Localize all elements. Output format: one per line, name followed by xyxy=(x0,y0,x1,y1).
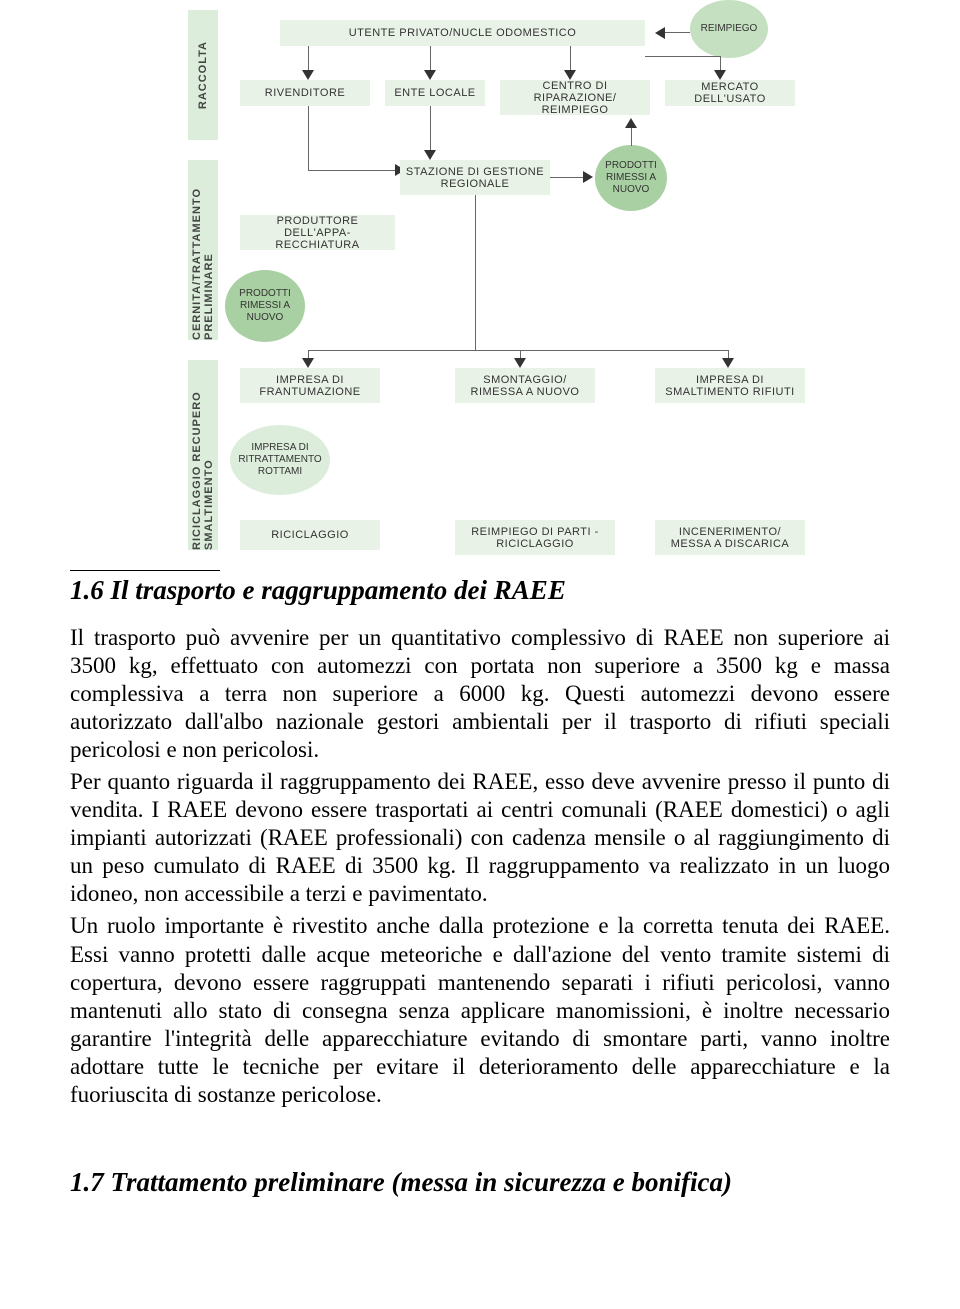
side-label-raccolta: RACCOLTA xyxy=(188,10,218,140)
paragraph-text: Un ruolo importante è rivestito anche da… xyxy=(70,913,890,1106)
text-content: 1.6 Il trasporto e raggruppamento dei RA… xyxy=(0,575,960,1256)
node-smaltimento: IMPRESA DI SMALTIMENTO RIFIUTI xyxy=(655,368,805,403)
node-ricicla: RICICLAGGIO xyxy=(240,520,380,550)
paragraph: Un ruolo importante è rivestito anche da… xyxy=(70,912,890,1108)
node-stazione: STAZIONE DI GESTIONE REGIONALE xyxy=(400,160,550,195)
node-produttore: PRODUTTORE DELL'APPA-RECCHIATURA xyxy=(240,215,395,250)
node-reimpiego: REIMPIEGO xyxy=(690,0,768,58)
heading-1-6: 1.6 Il trasporto e raggruppamento dei RA… xyxy=(70,575,890,606)
node-rottami: IMPRESA DI RITRATTAMENTO ROTTAMI xyxy=(230,425,330,495)
side-label-text: RACCOLTA xyxy=(197,41,209,109)
paragraph: Per quanto riguarda il raggruppamento de… xyxy=(70,768,890,908)
node-mercato: MERCATO DELL'USATO xyxy=(665,80,795,106)
node-smontaggio: SMONTAGGIO/ RIMESSA A NUOVO xyxy=(455,368,595,403)
node-frantumazione: IMPRESA DI FRANTUMAZIONE xyxy=(240,368,380,403)
node-rivenditore: RIVENDITORE xyxy=(240,80,370,106)
node-prodotti2: PRODOTTI RIMESSI A NUOVO xyxy=(225,270,305,342)
side-label-text: RICICLAGGIO RECUPERO SMALTIMENTO xyxy=(191,360,215,550)
node-prodotti1: PRODOTTI RIMESSI A NUOVO xyxy=(595,145,667,211)
node-utente: UTENTE PRIVATO/NUCLE ODOMESTICO xyxy=(280,20,645,46)
heading-1-7: 1.7 Trattamento preliminare (messa in si… xyxy=(70,1167,890,1198)
raee-flowchart: RACCOLTA CERNITA/TRATTAMENTO PRELIMINARE… xyxy=(110,0,960,570)
paragraph-end: . xyxy=(376,1082,382,1107)
paragraph: Il trasporto può avvenire per un quantit… xyxy=(70,624,890,764)
rule xyxy=(70,570,220,571)
node-reimpiego-parti: REIMPIEGO DI PARTI - RICICLAGGIO xyxy=(455,520,615,555)
side-label-text: CERNITA/TRATTAMENTO PRELIMINARE xyxy=(191,160,215,340)
node-ente: ENTE LOCALE xyxy=(385,80,485,106)
node-centro: CENTRO DI RIPARAZIONE/ REIMPIEGO xyxy=(500,80,650,115)
side-label-riciclaggio: RICICLAGGIO RECUPERO SMALTIMENTO xyxy=(188,360,218,550)
side-label-cernita: CERNITA/TRATTAMENTO PRELIMINARE xyxy=(188,160,218,340)
node-incenerimento: INCENERIMENTO/ MESSA A DISCARICA xyxy=(655,520,805,555)
